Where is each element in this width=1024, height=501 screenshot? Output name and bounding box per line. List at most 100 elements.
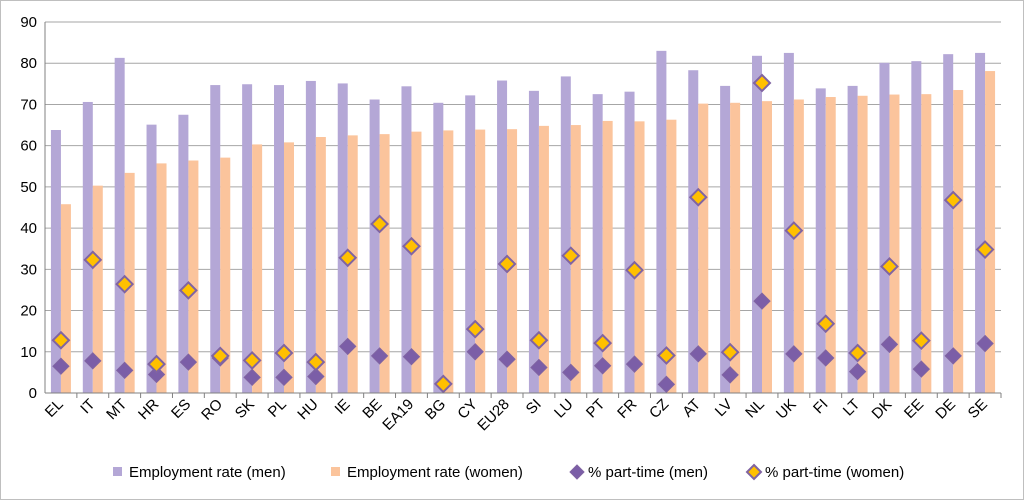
bar-employment-rate-women-fr	[634, 121, 645, 394]
marker-part-time-men-si	[530, 358, 548, 377]
x-tick-label-fr: FR	[614, 396, 640, 422]
marker-part-time-men-eu28	[498, 350, 516, 368]
bar-employment-rate-men-sk	[242, 84, 253, 394]
bar-employment-rate-women-lt	[857, 95, 868, 393]
legend: Employment rate (men) Employment rate (wo…	[113, 463, 904, 481]
gridlines	[45, 21, 1001, 394]
x-tick-label-de: DE	[932, 396, 959, 423]
marker-part-time-women-se	[975, 240, 995, 259]
marker-part-time-women-cz	[656, 346, 676, 365]
marker-part-time-men-hu	[307, 367, 325, 386]
bar-employment-rate-women-ro	[220, 157, 231, 393]
bar-employment-rate-men-fi	[815, 88, 826, 394]
marker-part-time-women-ea19	[402, 236, 421, 256]
bar-employment-rate-women-at	[698, 103, 709, 394]
legend-label-part-time-men: % part-time (men)	[588, 464, 708, 481]
y-tick-label: 80	[20, 55, 37, 72]
x-tick-label-sk: SK	[232, 396, 258, 422]
bar-employment-rate-men-se	[975, 52, 986, 394]
marker-part-time-men-be	[370, 347, 389, 365]
bar-employment-rate-men-cy	[465, 95, 476, 394]
legend-label-part-time-women: % part-time (women)	[765, 464, 904, 481]
marker-part-time-women-eu28	[497, 254, 517, 274]
marker-part-time-men-dk	[880, 335, 899, 354]
marker-part-time-women-dk	[880, 257, 899, 276]
marker-part-time-women-el	[51, 330, 71, 350]
y-tick-label: 30	[20, 261, 37, 278]
bar-employment-rate-women-ea19	[411, 131, 422, 393]
x-tick-label-fi: FI	[810, 396, 831, 417]
marker-part-time-men-hr	[147, 365, 166, 384]
x-tick-label-si: SI	[523, 396, 545, 418]
y-tick-label: 0	[29, 385, 37, 402]
x-tick-label-at: AT	[679, 396, 704, 421]
bar-employment-rate-men-lt	[847, 85, 858, 394]
marker-part-time-women-fr	[625, 260, 644, 280]
marker-part-time-men-uk	[785, 345, 803, 363]
bar-employment-rate-women-it	[92, 185, 103, 393]
marker-part-time-women-mt	[115, 274, 135, 294]
bar-employment-rate-men-mt	[114, 57, 125, 393]
bar-employment-rate-men-bg	[433, 102, 444, 393]
marker-part-time-women-sk	[242, 351, 262, 370]
bar-employment-rate-men-cz	[656, 50, 667, 393]
bar-employment-rate-men-nl	[752, 55, 762, 394]
bar-employment-rate-men-eu28	[497, 80, 508, 393]
bar-employment-rate-men-lv	[720, 85, 731, 394]
marker-part-time-women-pt	[593, 333, 613, 353]
marker-part-time-women-lt	[848, 343, 868, 363]
x-tick-label-be: BE	[359, 396, 385, 422]
marker-part-time-men-pt	[593, 357, 612, 375]
bar-employment-rate-women-es	[188, 160, 199, 393]
x-tick-label-cz: CZ	[646, 396, 672, 422]
marker-part-time-women-ee	[911, 331, 931, 351]
bar-employment-rate-men-ro	[210, 85, 221, 393]
bar-employment-rate-men-be	[369, 99, 380, 394]
marker-part-time-women-hu	[306, 352, 326, 372]
bars	[50, 50, 996, 394]
bar-employment-rate-women-fi	[825, 97, 836, 393]
bar-employment-rate-men-pl	[274, 85, 284, 393]
legend-swatch-part-time-women	[745, 463, 763, 481]
marker-part-time-men-fi	[817, 349, 835, 367]
marker-part-time-women-uk	[784, 221, 804, 240]
x-tick-label-es: ES	[168, 396, 194, 422]
marker-part-time-men-ie	[339, 337, 357, 356]
x-tick-label-ro: RO	[198, 396, 226, 424]
marker-part-time-women-ie	[338, 248, 358, 268]
bar-employment-rate-men-uk	[783, 52, 794, 394]
marker-part-time-women-nl	[752, 73, 772, 93]
x-tick-label-lt: LT	[840, 396, 864, 420]
marker-part-time-women-si	[529, 330, 549, 350]
bar-employment-rate-women-pt	[602, 120, 613, 393]
bar-employment-rate-women-hu	[315, 137, 326, 393]
marker-part-time-men-lu	[562, 363, 580, 382]
bar-employment-rate-men-hr	[146, 124, 157, 393]
bar-employment-rate-men-pt	[592, 94, 603, 393]
marker-part-time-women-fi	[816, 314, 836, 334]
bar-employment-rate-women-nl	[762, 101, 772, 393]
bar-employment-rate-men-dk	[879, 62, 890, 394]
legend-label-employment-rate-women: Employment rate (women)	[347, 464, 523, 481]
bar-employment-rate-men-it	[82, 101, 93, 394]
marker-part-time-men-el	[52, 357, 70, 375]
marker-part-time-women-it	[83, 250, 103, 270]
x-tick-label-se: SE	[965, 396, 991, 422]
bar-employment-rate-women-cy	[475, 129, 486, 393]
legend-swatch-employment-rate-women	[331, 467, 340, 476]
markers	[51, 73, 995, 394]
x-tick-label-bg: BG	[422, 396, 449, 423]
marker-part-time-women-ro	[210, 346, 230, 366]
x-tick-label-el: EL	[42, 396, 67, 421]
marker-part-time-men-cz	[657, 375, 676, 394]
marker-part-time-men-fr	[625, 355, 644, 373]
x-tick-label-lv: LV	[712, 396, 736, 420]
x-tick-label-hr: HR	[135, 396, 162, 423]
marker-part-time-women-de	[943, 190, 963, 210]
x-tick-label-ie: IE	[332, 396, 354, 418]
marker-part-time-women-cy	[465, 319, 485, 339]
bar-employment-rate-men-at	[688, 70, 699, 393]
x-tick-label-mt: MT	[103, 396, 130, 423]
y-tick-label: 20	[20, 303, 37, 320]
x-tick-label-eu28: EU28	[474, 396, 513, 435]
